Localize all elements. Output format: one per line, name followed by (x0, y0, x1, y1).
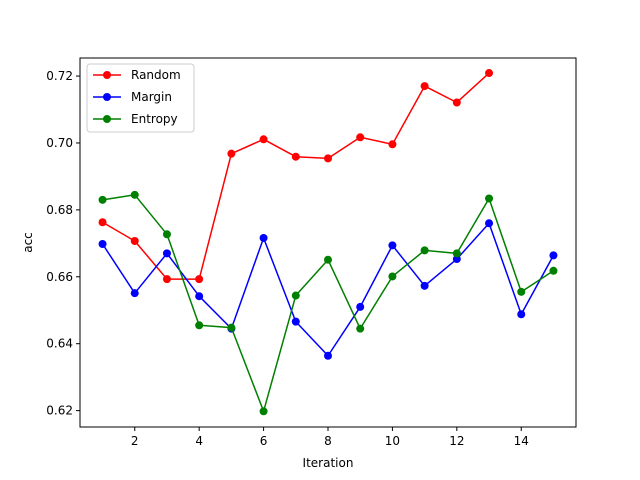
data-point-random (356, 133, 365, 142)
data-point-random (452, 98, 461, 107)
legend-label: Random (131, 68, 181, 82)
data-point-margin (98, 240, 107, 249)
data-point-random (259, 135, 268, 144)
data-point-margin (388, 241, 397, 250)
legend-item-random: Random (93, 68, 181, 82)
data-point-entropy (356, 324, 365, 333)
x-axis-label: Iteration (303, 456, 354, 470)
data-point-random (98, 218, 107, 227)
x-axis-ticks: 2 4 6 8 10 12 14 (131, 427, 529, 448)
data-point-entropy (130, 190, 139, 199)
data-point-entropy (98, 195, 107, 204)
y-tick-label: 0.66 (46, 270, 73, 284)
data-point-margin (356, 302, 365, 311)
data-point-random (291, 152, 300, 161)
x-tick-label: 2 (131, 434, 139, 448)
data-point-margin (259, 233, 268, 242)
y-tick-label: 0.68 (46, 203, 73, 217)
data-point-margin (162, 249, 171, 258)
y-tick-label: 0.64 (46, 337, 73, 351)
x-tick-label: 10 (385, 434, 400, 448)
legend-items: Random Margin Entropy (93, 68, 181, 126)
data-point-margin (130, 289, 139, 298)
data-point-random (324, 154, 332, 163)
y-tick-label: 0.62 (46, 404, 73, 418)
y-axis-ticks: 0.62 0.64 0.66 0.68 0.70 0.72 (46, 69, 80, 418)
data-point-entropy (388, 272, 397, 281)
y-tick-label: 0.70 (46, 136, 73, 150)
series-margin (98, 219, 558, 360)
data-point-random (195, 275, 204, 284)
legend-box (86, 63, 195, 133)
data-point-margin (485, 219, 494, 228)
legend-label: Margin (131, 90, 172, 104)
data-point-entropy (227, 323, 236, 332)
data-point-entropy (195, 321, 204, 330)
data-point-random (227, 149, 236, 158)
data-point-margin (452, 255, 461, 264)
data-point-entropy (259, 407, 268, 416)
x-tick-label: 12 (449, 434, 464, 448)
data-point-entropy (549, 266, 558, 275)
data-point-margin (195, 292, 204, 301)
x-tick-label: 8 (324, 434, 332, 448)
legend-label: Entropy (131, 112, 178, 126)
data-point-margin (324, 351, 332, 360)
data-point-entropy (420, 246, 429, 255)
data-point-margin (420, 281, 429, 290)
data-point-margin (291, 317, 300, 326)
legend-item-margin: Margin (93, 90, 172, 104)
data-point-margin (517, 310, 526, 319)
legend-item-entropy: Entropy (93, 112, 178, 126)
data-point-entropy (485, 194, 494, 203)
y-axis-label: acc (21, 232, 35, 253)
data-point-entropy (291, 291, 300, 300)
series-layer (98, 69, 558, 416)
data-point-random (420, 82, 429, 91)
x-tick-label: 6 (260, 434, 268, 448)
legend-swatch-marker (103, 115, 111, 123)
y-tick-label: 0.72 (46, 69, 73, 83)
series-entropy (98, 190, 558, 416)
data-point-random (388, 140, 397, 149)
data-point-entropy (162, 230, 171, 239)
x-tick-label: 4 (195, 434, 203, 448)
series-random (98, 69, 494, 284)
x-tick-label: 14 (514, 434, 529, 448)
data-point-random (162, 275, 171, 284)
data-point-margin (549, 251, 558, 260)
legend: Random Margin Entropy (86, 63, 195, 133)
data-point-random (130, 236, 139, 245)
data-point-random (485, 69, 494, 78)
legend-swatch-marker (103, 93, 111, 101)
data-point-entropy (324, 255, 332, 264)
legend-swatch-marker (103, 71, 111, 79)
data-point-entropy (517, 287, 526, 296)
data-point-entropy (452, 249, 461, 258)
